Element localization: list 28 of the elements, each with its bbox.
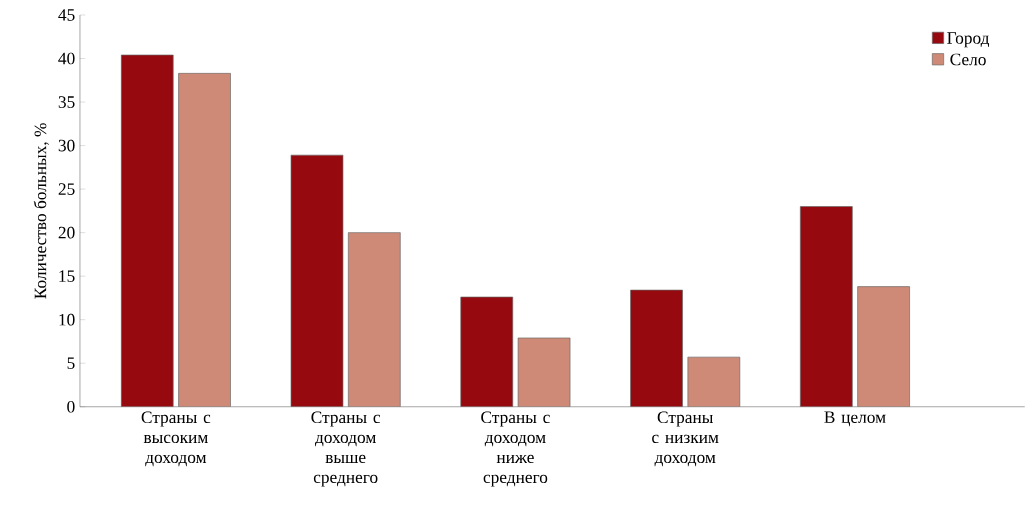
y-tick-label: 0 — [67, 401, 75, 413]
y-tick-label: 40 — [58, 52, 75, 65]
y-axis-title: Количество больных, % — [33, 123, 49, 299]
x-tick-label: Страны с доходом ниже среднего — [481, 411, 550, 487]
legend-label: Город — [947, 32, 990, 48]
y-tick-label: 35 — [58, 96, 75, 109]
bar — [120, 54, 174, 407]
y-tick-label: 25 — [58, 183, 75, 196]
x-tick-label: Страны с низким доходом — [652, 411, 719, 467]
legend-label: Село — [950, 53, 986, 66]
bar — [630, 289, 683, 407]
y-tick-label: 45 — [58, 9, 75, 21]
bar — [687, 356, 741, 407]
y-tick-label: 20 — [58, 226, 75, 239]
bar — [347, 232, 401, 407]
bar — [799, 206, 853, 407]
x-tick-label: Страны с доходом выше среднего — [311, 411, 381, 487]
bar — [178, 73, 231, 407]
bar — [290, 154, 344, 407]
bar — [857, 286, 910, 407]
y-tick-label: 5 — [67, 357, 75, 370]
y-tick-label: 15 — [59, 270, 75, 283]
x-tick-label: Страны с высоким доходом — [141, 411, 211, 467]
x-tick-label: В целом — [824, 411, 886, 427]
bar — [460, 296, 514, 407]
bar — [517, 337, 571, 407]
y-tick-label: 30 — [58, 139, 75, 152]
y-tick-label: 10 — [59, 314, 75, 326]
